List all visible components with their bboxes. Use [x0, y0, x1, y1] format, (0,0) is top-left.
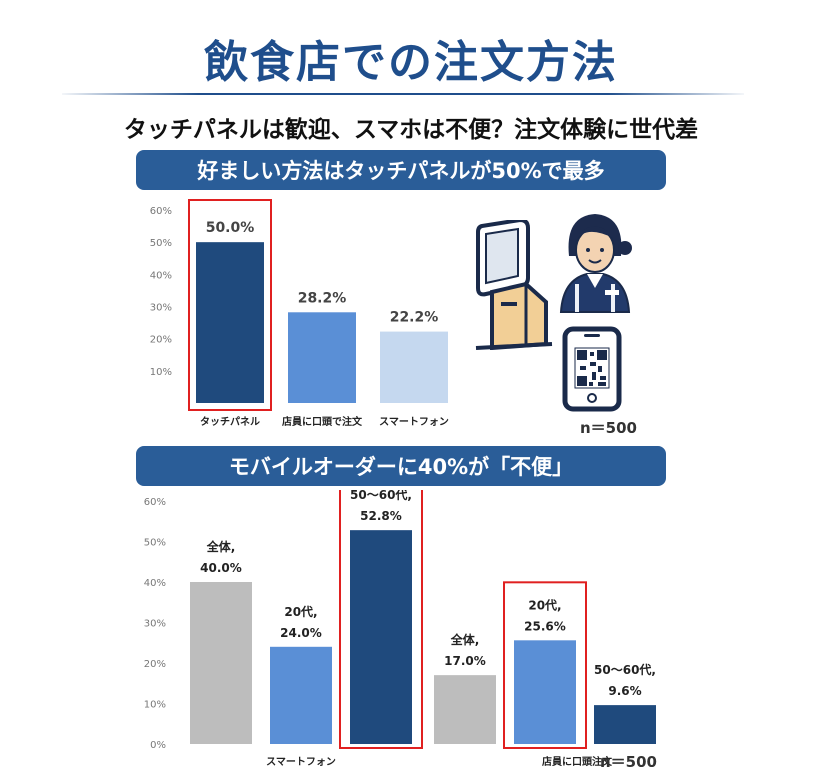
x-tick-label: スマートフォン — [379, 416, 449, 428]
inconvenience-chart: 0% 10% 20% 30% 40% 50% 60% 全体, 40.0% 20代, 24.0% 50～… — [144, 490, 656, 768]
data-label: 50～60代, — [594, 662, 656, 677]
y-tick-label: 60% — [144, 497, 166, 508]
page-subtitle: タッチパネルは歓迎、スマホは不便？注文体験に世代差 — [123, 117, 699, 143]
kiosk-terminal-icon — [475, 220, 553, 350]
bar — [514, 640, 576, 744]
data-label: 40.0% — [200, 561, 242, 575]
title-divider — [62, 93, 744, 95]
bar — [380, 331, 448, 403]
y-tick-label: 10% — [150, 367, 172, 378]
data-label: 24.0% — [280, 626, 322, 640]
x-tick-label: 店員に口頭で注文 — [282, 415, 363, 428]
data-label: 20代, — [528, 597, 561, 612]
y-tick-label: 50% — [150, 238, 172, 249]
bar — [270, 646, 332, 744]
y-tick-label: 20% — [150, 335, 172, 346]
data-label: 全体, — [450, 632, 480, 647]
sample-size-label: n＝500 — [600, 753, 657, 771]
staff-woman-icon — [559, 214, 632, 313]
bar — [434, 675, 496, 744]
bar — [190, 582, 252, 744]
smartphone-qr-icon — [562, 326, 622, 412]
y-tick-label: 40% — [150, 270, 172, 281]
highlight-box — [188, 199, 272, 411]
y-tick-label: 30% — [144, 619, 166, 630]
data-label: 22.2% — [390, 310, 439, 326]
bar — [288, 312, 356, 403]
data-label: 50～60代, — [350, 490, 412, 502]
y-tick-label: 0% — [150, 740, 166, 751]
y-tick-label: 40% — [144, 578, 166, 589]
bar — [196, 242, 264, 403]
y-tick-label: 10% — [144, 700, 166, 711]
x-group-label: 店員に口頭注文 — [542, 755, 613, 768]
highlight-box — [503, 581, 587, 749]
section2-banner: モバイルオーダーに40%が「不便」 — [136, 446, 666, 486]
y-tick-label: 60% — [150, 206, 172, 217]
data-label: 20代, — [284, 604, 317, 619]
y-tick-label: 50% — [144, 538, 166, 549]
x-tick-label: タッチパネル — [200, 416, 260, 428]
data-label: 52.8% — [360, 509, 402, 523]
sample-size-label: n＝500 — [580, 419, 637, 437]
x-group-label: スマートフォン — [266, 756, 336, 768]
data-label: 50.0% — [206, 220, 255, 236]
bar — [350, 530, 412, 744]
y-tick-label: 20% — [144, 659, 166, 670]
data-label: 17.0% — [444, 654, 486, 668]
section1-banner: 好ましい方法はタッチパネルが50%で最多 — [136, 150, 666, 190]
page-title: 飲食店での注文方法 — [204, 37, 618, 88]
data-label: 28.2% — [298, 290, 347, 306]
highlight-box — [339, 490, 423, 749]
bar — [594, 705, 656, 744]
data-label: 25.6% — [524, 619, 566, 633]
data-label: 全体, — [206, 539, 236, 554]
y-tick-label: 30% — [150, 303, 172, 314]
data-label: 9.6% — [608, 684, 641, 698]
preferred-method-chart: 10% 20% 30% 40% 50% 60% 50.0% タッチパネル 28.2% 店員に口頭で… — [150, 199, 449, 428]
